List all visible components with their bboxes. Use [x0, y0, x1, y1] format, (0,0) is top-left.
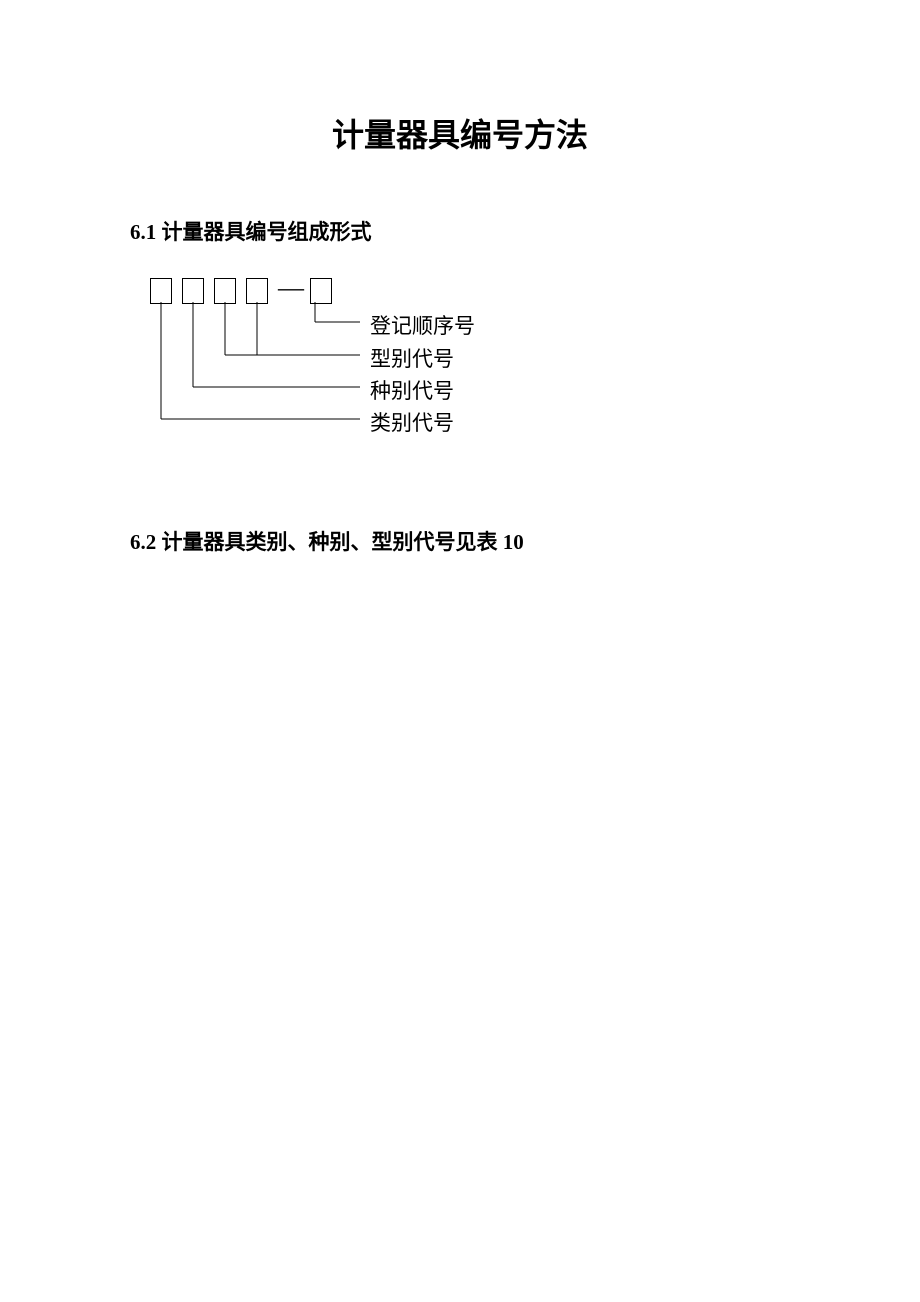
label-type: 型别代号	[370, 343, 454, 373]
box-species	[182, 278, 204, 304]
label-species: 种别代号	[370, 375, 454, 405]
box-category	[150, 278, 172, 304]
section-6-1-heading: 6.1 计量器具编号组成形式	[130, 216, 920, 246]
section-6-2-heading: 6.2 计量器具类别、种别、型别代号见表 10	[130, 526, 920, 556]
box-sequence	[310, 278, 332, 304]
box-type-2	[246, 278, 268, 304]
separator: —	[278, 273, 304, 303]
diagram-lines	[150, 302, 370, 472]
numbering-diagram: — 登记顺序号 型别代号 种别代号 类别代号	[150, 276, 650, 476]
box-type-1	[214, 278, 236, 304]
label-sequence: 登记顺序号	[370, 310, 475, 340]
page-title: 计量器具编号方法	[0, 0, 920, 156]
label-category: 类别代号	[370, 407, 454, 437]
